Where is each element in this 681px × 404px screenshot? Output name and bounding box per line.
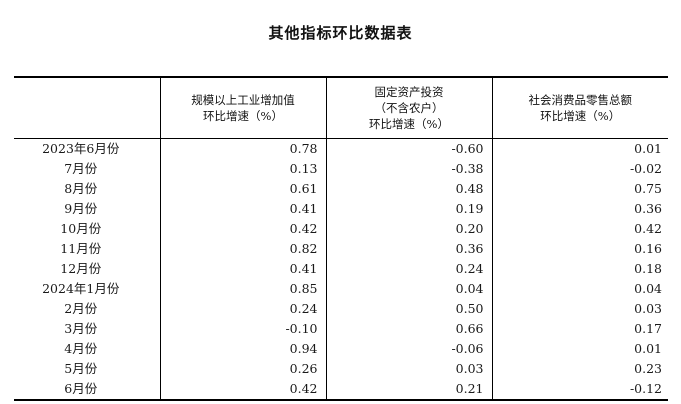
cell-retail_sales: 0.18 xyxy=(634,261,662,276)
table-row: 7月份 0.13 -0.38 -0.02 xyxy=(14,159,668,179)
row-label-period: 5月份 xyxy=(14,359,161,379)
cell-industrial_value_added: 0.85 xyxy=(160,279,327,299)
cell-industrial_value_added: -0.10 xyxy=(160,319,327,339)
cell-industrial_value_added: 0.94 xyxy=(160,339,327,359)
cell-fixed_asset_investment: 0.21 xyxy=(326,379,493,401)
table-header-row: 规模以上工业增加值 环比增速（%） 固定资产投资 （不含农户） 环比增速（%） … xyxy=(14,76,668,139)
cell-retail_sales: 0.23 xyxy=(634,361,662,376)
cell-retail_sales: 0.04 xyxy=(634,281,662,296)
column-header-line: 社会消费品零售总额 xyxy=(528,93,633,107)
column-header-line: （不含农户） xyxy=(374,101,444,115)
table-row: 2月份 0.24 0.50 0.03 xyxy=(14,299,668,319)
cell-retail_sales: -0.02 xyxy=(629,161,662,176)
cell-fixed_asset_investment: -0.38 xyxy=(326,159,493,179)
column-header-line: 规模以上工业增加值 xyxy=(191,93,295,107)
cell-fixed_asset_investment: 0.50 xyxy=(326,299,493,319)
row-label-period: 8月份 xyxy=(14,179,161,199)
column-header-line: 环比增速（%） xyxy=(369,117,449,131)
row-label-period: 6月份 xyxy=(14,379,161,401)
cell-fixed_asset_investment: 0.03 xyxy=(326,359,493,379)
cell-fixed_asset_investment: 0.24 xyxy=(326,259,493,279)
row-label-period: 11月份 xyxy=(14,239,161,259)
column-header-retail-sales: 社会消费品零售总额 环比增速（%） xyxy=(492,76,668,139)
cell-industrial_value_added: 0.13 xyxy=(160,159,327,179)
row-label-period: 4月份 xyxy=(14,339,161,359)
cell-retail_sales: 0.36 xyxy=(634,201,662,216)
column-header-line: 环比增速（%） xyxy=(540,109,621,123)
cell-industrial_value_added: 0.78 xyxy=(160,138,327,159)
row-label-period: 9月份 xyxy=(14,199,161,219)
cell-retail_sales: 0.03 xyxy=(634,301,662,316)
table-row: 2024年1月份 0.85 0.04 0.04 xyxy=(14,279,668,299)
cell-industrial_value_added: 0.82 xyxy=(160,239,327,259)
table-row: 10月份 0.42 0.20 0.42 xyxy=(14,219,668,239)
row-label-period: 12月份 xyxy=(14,259,161,279)
table-row: 5月份 0.26 0.03 0.23 xyxy=(14,359,668,379)
column-header-period xyxy=(14,76,161,139)
column-header-fixed-asset-investment: 固定资产投资 （不含农户） 环比增速（%） xyxy=(326,76,493,139)
cell-retail_sales: -0.12 xyxy=(492,379,668,401)
cell-fixed_asset_investment: -0.06 xyxy=(326,339,493,359)
cell-fixed_asset_investment: -0.60 xyxy=(326,138,493,159)
cell-fixed_asset_investment: 0.20 xyxy=(326,219,493,239)
cell-fixed_asset_investment: 0.19 xyxy=(326,199,493,219)
table-row: 2023年6月份 0.78 -0.60 0.01 xyxy=(14,138,668,159)
cell-fixed_asset_investment: 0.66 xyxy=(326,319,493,339)
row-label-period: 2月份 xyxy=(14,299,161,319)
column-header-industrial-value-added: 规模以上工业增加值 环比增速（%） xyxy=(160,76,327,139)
table-row: 12月份 0.41 0.24 0.18 xyxy=(14,259,668,279)
row-label-period: 2024年1月份 xyxy=(14,279,161,299)
table-row: 4月份 0.94 -0.06 0.01 xyxy=(14,339,668,359)
table-container: 规模以上工业增加值 环比增速（%） 固定资产投资 （不含农户） 环比增速（%） … xyxy=(14,76,668,401)
cell-industrial_value_added: 0.42 xyxy=(160,219,327,239)
row-label-period: 3月份 xyxy=(14,319,161,339)
cell-fixed_asset_investment: 0.48 xyxy=(326,179,493,199)
cell-industrial_value_added: 0.42 xyxy=(160,379,327,401)
cell-industrial_value_added: 0.61 xyxy=(160,179,327,199)
cell-industrial_value_added: 0.41 xyxy=(160,259,327,279)
page-title: 其他指标环比数据表 xyxy=(268,24,413,42)
cell-retail_sales: 0.75 xyxy=(634,181,662,196)
cell-retail_sales: 0.01 xyxy=(634,341,662,356)
table-row: 6月份 0.42 0.21 -0.12 xyxy=(14,379,668,401)
table-row: 9月份 0.41 0.19 0.36 xyxy=(14,199,668,219)
cell-retail_sales: 0.01 xyxy=(634,141,662,156)
cell-fixed_asset_investment: 0.04 xyxy=(326,279,493,299)
table-body: 2023年6月份 0.78 -0.60 0.01 7月份 0.13 -0.38 -0.02 8月… xyxy=(14,138,668,401)
cell-retail_sales: 0.17 xyxy=(634,321,662,336)
cell-industrial_value_added: 0.24 xyxy=(160,299,327,319)
cell-industrial_value_added: 0.41 xyxy=(160,199,327,219)
row-label-period: 2023年6月份 xyxy=(14,138,161,159)
cell-retail_sales: 0.42 xyxy=(634,221,662,236)
row-label-period: 7月份 xyxy=(14,159,161,179)
table-row: 3月份 -0.10 0.66 0.17 xyxy=(14,319,668,339)
month-on-month-indicator-table: 规模以上工业增加值 环比增速（%） 固定资产投资 （不含农户） 环比增速（%） … xyxy=(14,76,668,401)
cell-industrial_value_added: 0.26 xyxy=(160,359,327,379)
table-row: 8月份 0.61 0.48 0.75 xyxy=(14,179,668,199)
column-header-line: 固定资产投资 xyxy=(374,85,444,99)
cell-fixed_asset_investment: 0.36 xyxy=(326,239,493,259)
table-header: 规模以上工业增加值 环比增速（%） 固定资产投资 （不含农户） 环比增速（%） … xyxy=(14,76,668,139)
column-header-line: 环比增速（%） xyxy=(203,109,283,123)
table-row: 11月份 0.82 0.36 0.16 xyxy=(14,239,668,259)
row-label-period: 10月份 xyxy=(14,219,161,239)
cell-retail_sales: 0.16 xyxy=(634,241,662,256)
